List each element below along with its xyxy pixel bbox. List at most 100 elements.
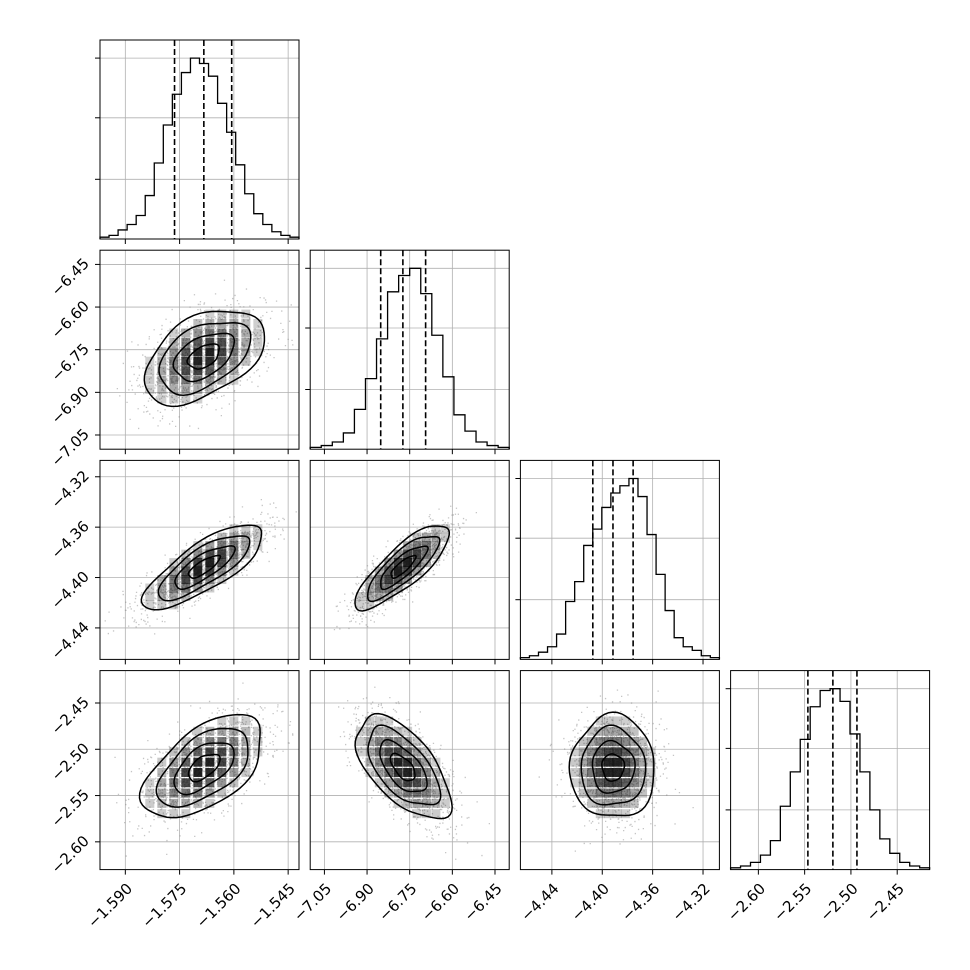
density-cell xyxy=(431,767,441,777)
density-cell xyxy=(193,726,203,736)
density-cell xyxy=(145,778,155,788)
density-cell xyxy=(169,788,179,798)
density-cell xyxy=(412,788,422,798)
density-cell xyxy=(595,737,605,747)
density-cell xyxy=(393,798,403,808)
density-cell xyxy=(587,798,597,808)
density-cell xyxy=(403,778,413,788)
density-cell xyxy=(403,798,413,808)
density-cell xyxy=(621,767,631,777)
y-tick-label-3-1: −2.55 xyxy=(48,786,93,831)
y-tick-label-3-0: −2.60 xyxy=(48,832,93,877)
density-cell xyxy=(578,788,588,798)
density-cell xyxy=(646,757,656,767)
panel-frame xyxy=(99,459,300,660)
x-tick-label-1-0: −7.05 xyxy=(290,880,335,925)
density-cell xyxy=(193,757,203,767)
density-cell xyxy=(421,798,431,808)
density-cell xyxy=(193,385,203,395)
density-cell xyxy=(169,366,179,376)
density-cell xyxy=(253,726,263,736)
density-cell xyxy=(595,788,605,798)
panel-frame xyxy=(99,670,300,871)
density-cell xyxy=(431,524,441,534)
density-cell xyxy=(393,778,403,788)
hist-line xyxy=(519,477,721,660)
density-cell xyxy=(193,747,203,757)
density-cell xyxy=(193,549,203,559)
density-cell xyxy=(217,788,227,798)
density-cell xyxy=(193,798,203,808)
density-cell xyxy=(595,747,605,757)
density-cell xyxy=(145,591,155,601)
density-cell xyxy=(355,737,365,747)
density-cell xyxy=(217,549,227,559)
density-cell xyxy=(217,347,227,357)
density-cell xyxy=(403,549,413,559)
density-cell xyxy=(621,798,631,808)
density-cell xyxy=(241,524,251,534)
density-cell xyxy=(595,716,605,726)
density-cell xyxy=(393,788,403,798)
density-cell xyxy=(412,566,422,576)
contour-0 xyxy=(390,554,417,579)
density-cell xyxy=(403,788,413,798)
x-tick-label-1-4: −6.45 xyxy=(461,880,506,925)
density-cell xyxy=(365,575,375,585)
x-tick-label-0-1: −1.575 xyxy=(138,880,190,932)
x-tick-label-2-2: −4.36 xyxy=(618,880,663,925)
density-cell xyxy=(229,356,239,366)
density-cell xyxy=(393,726,403,736)
density-cell xyxy=(217,532,227,542)
density-cell xyxy=(181,366,191,376)
contour-1 xyxy=(591,739,636,794)
density-cell xyxy=(169,328,179,338)
density-cell xyxy=(145,600,155,610)
contour-2 xyxy=(158,322,252,397)
density-cell xyxy=(205,347,215,357)
density-cell xyxy=(241,319,251,329)
density-cell xyxy=(612,737,622,747)
density-cell xyxy=(229,328,239,338)
density-cell xyxy=(629,747,639,757)
density-cell xyxy=(169,394,179,404)
density-cell xyxy=(621,726,631,736)
contour-1 xyxy=(172,332,236,383)
density-cell xyxy=(181,558,191,568)
density-cell xyxy=(638,757,648,767)
density-cell xyxy=(145,375,155,385)
density-cell xyxy=(431,549,441,559)
density-cell xyxy=(440,788,450,798)
density-cell xyxy=(253,337,263,347)
density-cell xyxy=(638,737,648,747)
density-cell xyxy=(181,549,191,559)
density-cell xyxy=(181,591,191,601)
density-cell xyxy=(193,541,203,551)
density-cell xyxy=(621,737,631,747)
density-cell xyxy=(646,767,656,777)
density-cell xyxy=(604,737,614,747)
density-cell xyxy=(612,757,622,767)
contour-3 xyxy=(354,525,451,612)
density-cell xyxy=(412,541,422,551)
density-cell xyxy=(241,541,251,551)
density-cell xyxy=(403,737,413,747)
density-cell xyxy=(229,524,239,534)
density-cell xyxy=(205,575,215,585)
density-cell xyxy=(217,767,227,777)
density-cell xyxy=(365,767,375,777)
density-cell xyxy=(578,737,588,747)
density-cell xyxy=(587,767,597,777)
density-cell xyxy=(578,757,588,767)
density-cell xyxy=(157,809,167,819)
density-cell xyxy=(365,600,375,610)
scatter-point-cloud xyxy=(116,279,294,430)
density-cell xyxy=(431,778,441,788)
density-cell xyxy=(393,558,403,568)
x-tick-label-0-0: −1.590 xyxy=(84,880,136,932)
density-cell xyxy=(595,798,605,808)
density-cell xyxy=(431,541,441,551)
panel-frame xyxy=(519,670,720,871)
density-cell xyxy=(193,583,203,593)
